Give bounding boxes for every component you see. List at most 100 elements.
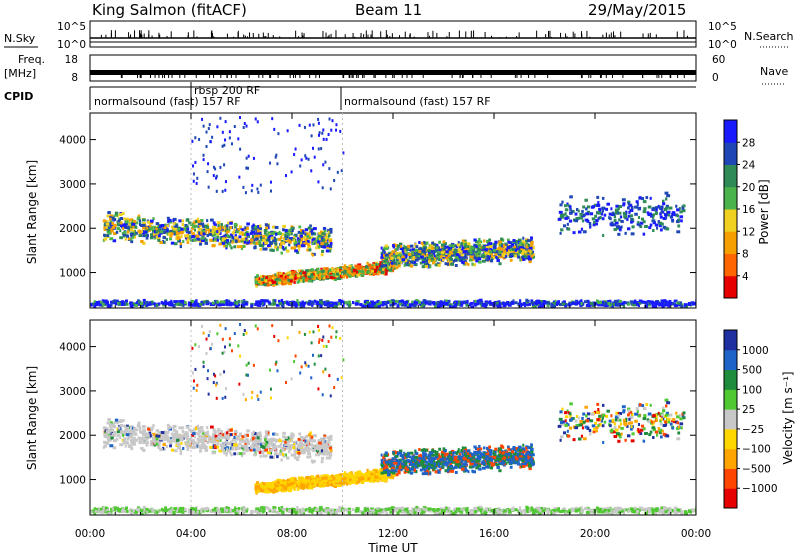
power-cell bbox=[327, 229, 332, 233]
power-cell bbox=[333, 269, 336, 273]
power-cell bbox=[577, 209, 580, 213]
power-cell bbox=[209, 140, 212, 144]
power-cell bbox=[149, 221, 154, 225]
power-cell bbox=[655, 206, 658, 210]
power-cell bbox=[375, 263, 378, 267]
power-cell bbox=[327, 304, 331, 308]
power-cell bbox=[518, 241, 523, 245]
power-cell bbox=[450, 242, 455, 246]
power-cell bbox=[224, 229, 228, 233]
power-cell bbox=[299, 164, 302, 168]
power-cell bbox=[125, 220, 129, 224]
power-cell bbox=[265, 233, 269, 237]
velocity-cell bbox=[218, 449, 223, 453]
velocity-cell bbox=[217, 441, 220, 445]
velocity-cell bbox=[216, 443, 219, 447]
power-cell bbox=[106, 233, 110, 237]
power-cell bbox=[108, 303, 113, 307]
velocity-cell bbox=[214, 434, 219, 438]
power-cell bbox=[595, 219, 599, 223]
power-cell bbox=[527, 243, 531, 247]
power-cell bbox=[507, 238, 510, 242]
power-cell bbox=[376, 271, 379, 275]
power-cell bbox=[268, 279, 272, 283]
power-cell bbox=[245, 124, 248, 128]
power-cell bbox=[514, 301, 518, 305]
power-cell bbox=[504, 255, 508, 259]
power-cell bbox=[94, 302, 98, 306]
power-cell bbox=[133, 229, 136, 233]
velocity-cell bbox=[197, 434, 201, 438]
power-cell bbox=[239, 116, 242, 120]
power-cell bbox=[300, 158, 303, 162]
velocity-cell bbox=[176, 441, 180, 445]
power-cell bbox=[623, 300, 626, 304]
velocity-cell bbox=[320, 437, 323, 441]
power-cell bbox=[269, 234, 274, 238]
velocity-cell bbox=[249, 448, 253, 452]
power-cell bbox=[342, 302, 345, 306]
power-cell bbox=[325, 269, 328, 273]
power-cell bbox=[151, 229, 155, 233]
power-cell bbox=[652, 229, 655, 233]
power-cell bbox=[559, 213, 564, 217]
power-cell bbox=[247, 154, 250, 158]
power-cell bbox=[254, 280, 258, 284]
power-cell bbox=[430, 259, 435, 263]
power-cell bbox=[269, 180, 272, 184]
power-cell bbox=[430, 257, 434, 261]
power-cell bbox=[198, 231, 201, 235]
velocity-cell bbox=[188, 442, 192, 446]
power-cell bbox=[124, 299, 128, 303]
power-cell bbox=[378, 301, 382, 305]
power-cell bbox=[436, 304, 441, 308]
power-cell bbox=[276, 246, 279, 250]
velocity-cell bbox=[207, 438, 212, 442]
power-cell bbox=[445, 250, 449, 254]
power-cell bbox=[307, 243, 310, 247]
power-cell bbox=[613, 303, 617, 307]
power-cell bbox=[216, 221, 221, 225]
power-cell bbox=[290, 226, 295, 230]
velocity-cell bbox=[222, 433, 225, 437]
power-cell bbox=[258, 227, 263, 231]
power-cell bbox=[492, 248, 497, 252]
power-cell bbox=[178, 300, 182, 304]
power-cell bbox=[306, 234, 310, 238]
power-cell bbox=[437, 255, 441, 259]
power-cell bbox=[382, 253, 386, 257]
velocity-cell bbox=[166, 423, 170, 427]
power-cell bbox=[615, 204, 620, 208]
power-cell bbox=[308, 229, 312, 233]
power-cell bbox=[621, 302, 625, 306]
power-cell bbox=[655, 300, 659, 304]
power-cell bbox=[643, 300, 647, 304]
power-cell bbox=[384, 300, 388, 304]
nsearch-tick-bottom: 10^0 bbox=[708, 39, 737, 51]
power-cell bbox=[566, 227, 571, 231]
power-cell bbox=[515, 239, 519, 243]
power-cell bbox=[274, 243, 278, 247]
power-cell bbox=[185, 218, 190, 222]
power-cell bbox=[326, 245, 331, 249]
power-cell bbox=[460, 253, 464, 257]
power-cell bbox=[437, 257, 441, 261]
power-cell bbox=[136, 302, 141, 306]
power-cell bbox=[611, 213, 615, 217]
power-cell bbox=[225, 299, 228, 303]
power-cell bbox=[294, 147, 297, 151]
velocity-cell bbox=[130, 444, 133, 448]
power-cell bbox=[269, 242, 273, 246]
power-cell bbox=[466, 299, 469, 303]
power-cell bbox=[413, 260, 416, 264]
power-cell bbox=[651, 219, 656, 223]
power-cell bbox=[229, 233, 234, 237]
power-cell bbox=[305, 156, 308, 160]
velocity-cell bbox=[298, 448, 303, 452]
velocity-cell bbox=[241, 444, 245, 448]
power-cell bbox=[603, 300, 607, 304]
velocity-cell bbox=[275, 439, 278, 443]
velocity-cell bbox=[276, 453, 279, 457]
power-cell bbox=[226, 227, 229, 231]
power-cell bbox=[311, 274, 314, 278]
